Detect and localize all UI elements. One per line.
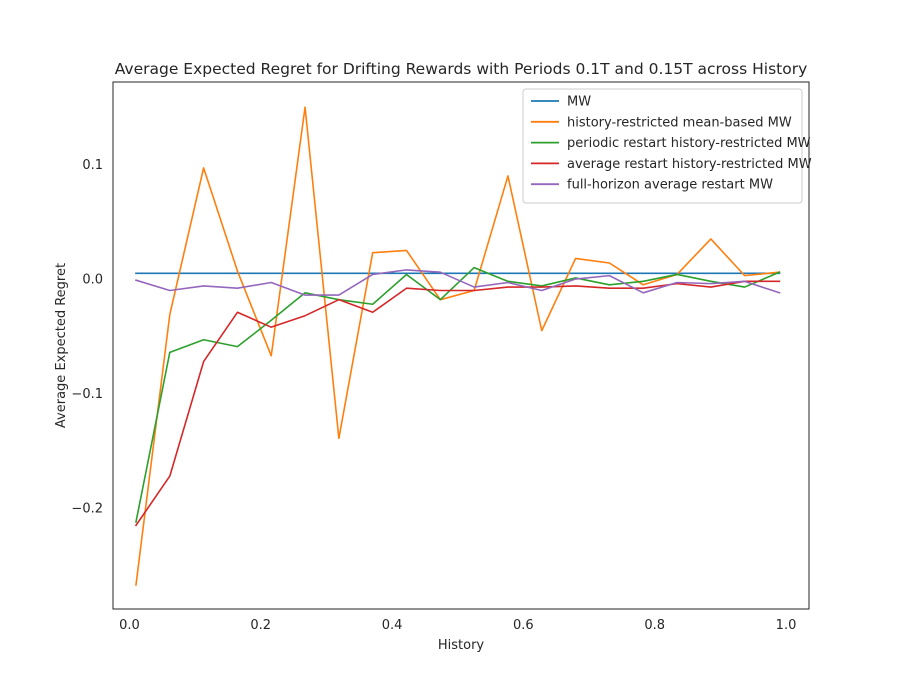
x-axis-label: History — [438, 638, 485, 653]
legend-entry-2: history-restricted mean-based MW — [567, 115, 792, 130]
series-line-3 — [135, 266, 781, 523]
plot-frame — [112, 81, 810, 610]
y-tick-label: 0.1 — [82, 158, 103, 173]
legend-entry-4: average restart history-restricted MW — [567, 157, 812, 172]
y-axis-label: Average Expected Regret — [54, 263, 69, 428]
x-tick-label: 0.2 — [250, 618, 271, 633]
x-tick-label: 0.6 — [513, 618, 534, 633]
x-tick-label: 1.0 — [776, 618, 797, 633]
y-tick-label: −0.1 — [71, 387, 103, 402]
y-tick-label: 0.0 — [82, 273, 103, 288]
legend-entry-1: MW — [567, 95, 591, 110]
series-line-5 — [134, 269, 781, 296]
legend: MW history-restricted mean-based MW period… — [522, 88, 812, 204]
x-tick-label: 0.4 — [382, 618, 403, 633]
legend-entry-5: full-horizon average restart MW — [567, 178, 773, 193]
plot-lines — [134, 106, 781, 586]
legend-entry-3: periodic restart history-restricted MW — [567, 136, 811, 151]
chart-title: Average Expected Regret for Drifting Rew… — [115, 60, 808, 78]
legend-box — [522, 88, 803, 204]
y-tick-label: −0.2 — [71, 502, 103, 517]
x-tick-label: 0.0 — [119, 618, 140, 633]
x-tick-label: 0.8 — [644, 618, 665, 633]
y-axis-ticks: −0.2 −0.1 0.0 0.1 — [71, 158, 103, 517]
x-axis-ticks: 0.0 0.2 0.4 0.6 0.8 1.0 — [119, 618, 796, 633]
